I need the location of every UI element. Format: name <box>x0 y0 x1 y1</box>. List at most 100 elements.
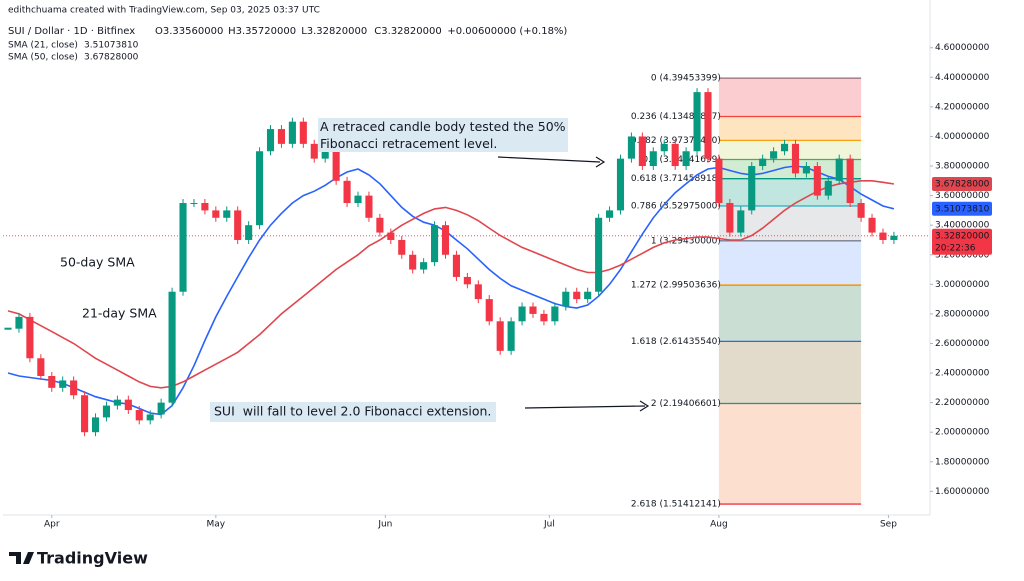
candle <box>135 410 143 421</box>
candle <box>343 180 351 204</box>
candle <box>179 203 187 292</box>
y-tick-label: 2.60000000 <box>935 339 990 349</box>
candle <box>605 210 614 218</box>
stats: O3.33560000 H3.35720000 L3.32820000 C3.3282… <box>155 26 567 37</box>
candle <box>463 276 471 285</box>
sma-annotation: 21-day SMA <box>82 306 157 321</box>
fib-label: 0.382 (3.97374460) <box>631 136 721 146</box>
candle-layer <box>4 88 898 437</box>
y-tick-label: 2.20000000 <box>935 398 990 408</box>
y-tick-label: 3.20000000 <box>935 250 990 260</box>
candle <box>540 313 548 322</box>
candle <box>802 166 810 174</box>
candle <box>168 291 176 403</box>
candle <box>398 239 406 255</box>
fib-zone <box>718 78 862 117</box>
candle <box>573 291 581 300</box>
candle <box>48 376 56 388</box>
candle <box>26 316 34 359</box>
sma-legend-name: SMA (50, close) <box>8 53 78 63</box>
candle <box>409 254 417 270</box>
candle <box>376 217 384 233</box>
candle <box>835 158 843 181</box>
stat: H3.35720000 <box>228 26 296 37</box>
sma-legend: SMA (21, close) 3.51073810 SMA (50, close)… <box>8 41 139 63</box>
sma-line <box>7 180 895 389</box>
fib-layer: 0 (4.39453399) 0.236 (4.13487877) 0.382 (3… <box>631 74 862 510</box>
y-tick-label: 4.60000000 <box>935 43 990 53</box>
symbol: SUI / Dollar · 1D · Bitfinex <box>8 26 135 37</box>
line-layer <box>3 165 930 416</box>
arrow-head <box>639 400 650 412</box>
stat: C3.32820000 <box>374 26 441 37</box>
fib-zone <box>718 403 862 505</box>
candle <box>452 254 460 277</box>
candle <box>310 143 318 159</box>
candle <box>332 143 340 181</box>
candle <box>846 158 854 204</box>
candle <box>857 203 865 218</box>
fib-label: 0.618 (3.71458918) <box>631 174 721 184</box>
candle <box>770 151 778 159</box>
candle <box>704 92 712 159</box>
y-tick-label: 4.20000000 <box>935 102 990 112</box>
sma-legend-value: 3.67828000 <box>84 53 139 63</box>
annotation-box <box>210 402 496 422</box>
candle <box>726 203 734 233</box>
candle <box>890 235 898 240</box>
fib-zone <box>718 341 862 404</box>
candle <box>496 321 504 351</box>
annotation-holder: A retraced candle body tested the 50% Fi… <box>320 119 566 151</box>
y-tick-label: 2.00000000 <box>935 428 990 438</box>
price-tag-label: 3.67828000 <box>935 180 990 190</box>
candle <box>365 195 373 218</box>
y-tick-label: 4.40000000 <box>935 73 990 83</box>
annotation: A retraced candle body tested the 50% Fi… <box>320 119 566 151</box>
candle <box>81 395 89 433</box>
y-tick-label: 3.60000000 <box>935 191 990 201</box>
candle <box>288 121 296 144</box>
x-tick-label: May <box>207 520 226 530</box>
candle <box>431 225 439 263</box>
candle <box>59 380 67 388</box>
candle <box>441 225 450 255</box>
candle <box>157 402 165 415</box>
x-tick-label: Jul <box>543 520 555 530</box>
fib-zone <box>718 140 862 160</box>
candle <box>70 380 78 396</box>
y-tick-label: 2.40000000 <box>935 369 990 379</box>
candle <box>682 151 690 167</box>
sma-legend-name: SMA (21, close) <box>8 41 78 51</box>
candle <box>693 92 701 152</box>
fib-label: 0.5 (3.84441699) <box>642 155 721 165</box>
annotation-box <box>318 118 568 152</box>
candle <box>562 291 570 307</box>
candle <box>91 417 100 433</box>
price-tag-label: 3.51073810 <box>935 204 990 214</box>
fib-label: 0.236 (4.13487877) <box>631 112 721 122</box>
candle <box>649 151 657 167</box>
arrow <box>524 405 646 409</box>
countdown: 20:22:36 <box>935 243 976 253</box>
candle <box>201 203 209 211</box>
candle <box>102 405 111 418</box>
logo: TradingView <box>9 549 148 568</box>
fib-zone <box>718 178 862 206</box>
y-tick-label: 1.80000000 <box>935 457 990 467</box>
candle <box>638 136 646 167</box>
credit: edithchuama created with TradingView.com… <box>8 6 320 16</box>
candle <box>616 158 625 211</box>
candle <box>299 121 307 144</box>
fib-zone <box>718 285 862 342</box>
candle <box>146 414 154 421</box>
candle <box>759 158 767 167</box>
sma-annotation: 50-day SMA <box>60 255 135 270</box>
candle <box>660 143 668 152</box>
stat: O3.33560000 <box>155 26 223 37</box>
y-tick-label: 1.60000000 <box>935 487 990 497</box>
sma-line <box>7 165 895 416</box>
candle <box>256 151 264 226</box>
candle <box>791 143 800 174</box>
candle <box>715 158 723 204</box>
candle <box>868 217 876 233</box>
